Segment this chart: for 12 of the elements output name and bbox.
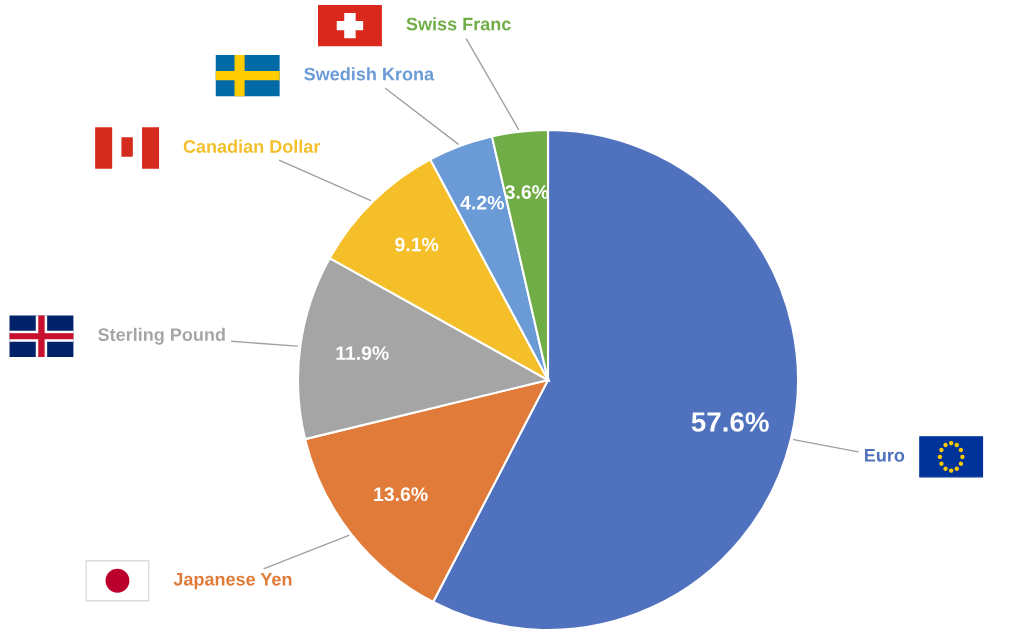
data-label: 13.6%	[374, 487, 428, 502]
slice-label: Swiss Franc	[406, 17, 511, 31]
data-label: 57.6%	[691, 412, 769, 432]
slice-label: Canadian Dollar	[183, 139, 321, 153]
data-label: 4.2%	[460, 195, 504, 210]
slice-label: Euro	[864, 449, 905, 462]
data-label: 9.1%	[395, 237, 439, 252]
slice-label: Swedish Krona	[304, 67, 435, 81]
data-label: 3.6%	[505, 185, 549, 199]
slice-label: Japanese Yen	[173, 573, 292, 590]
data-label: 11.9%	[336, 346, 389, 360]
slice-label: Sterling Pound	[98, 327, 225, 345]
